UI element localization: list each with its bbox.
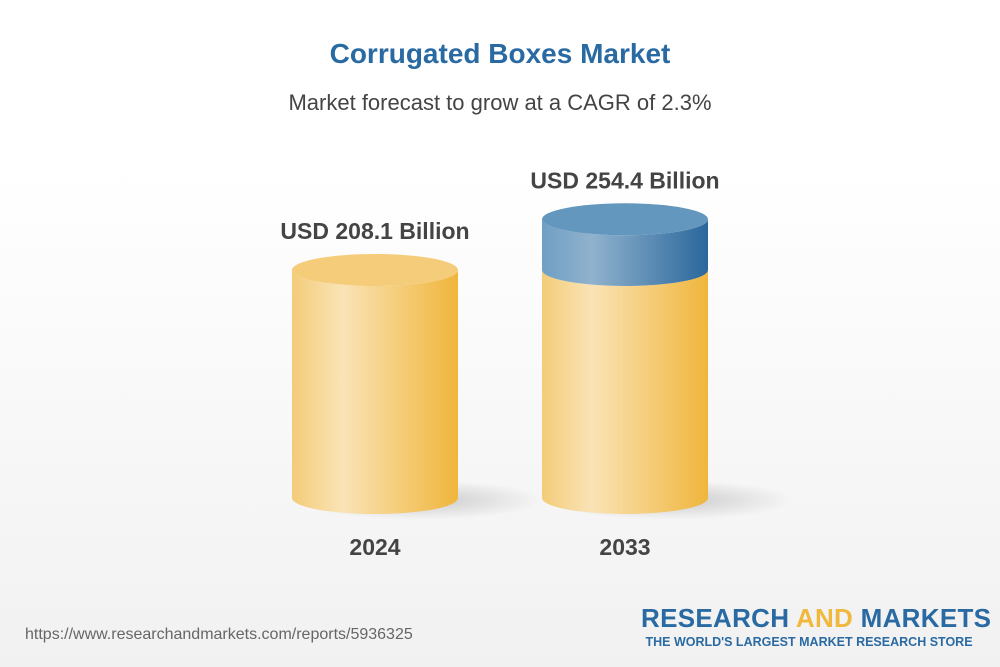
data-label-2024: USD 208.1 Billion <box>280 218 469 244</box>
chart-title: Corrugated Boxes Market <box>329 38 671 69</box>
data-label-2033: USD 254.4 Billion <box>530 167 719 193</box>
cylinder-growth-2033 <box>542 219 708 286</box>
cylinder-base-2024 <box>292 270 458 514</box>
source-url[interactable]: https://www.researchandmarkets.com/repor… <box>25 626 413 643</box>
category-label-2024: 2024 <box>349 534 400 560</box>
cylinder-top-2033 <box>542 203 708 236</box>
research-and-markets-logo: RESEARCH AND MARKETS THE WORLD'S LARGEST… <box>641 603 992 649</box>
category-label-2033: 2033 <box>599 534 650 560</box>
cylinder-top-2024 <box>292 254 458 286</box>
cylinder-base-2033 <box>542 270 708 514</box>
chart-subtitle: Market forecast to grow at a CAGR of 2.3… <box>288 90 712 115</box>
